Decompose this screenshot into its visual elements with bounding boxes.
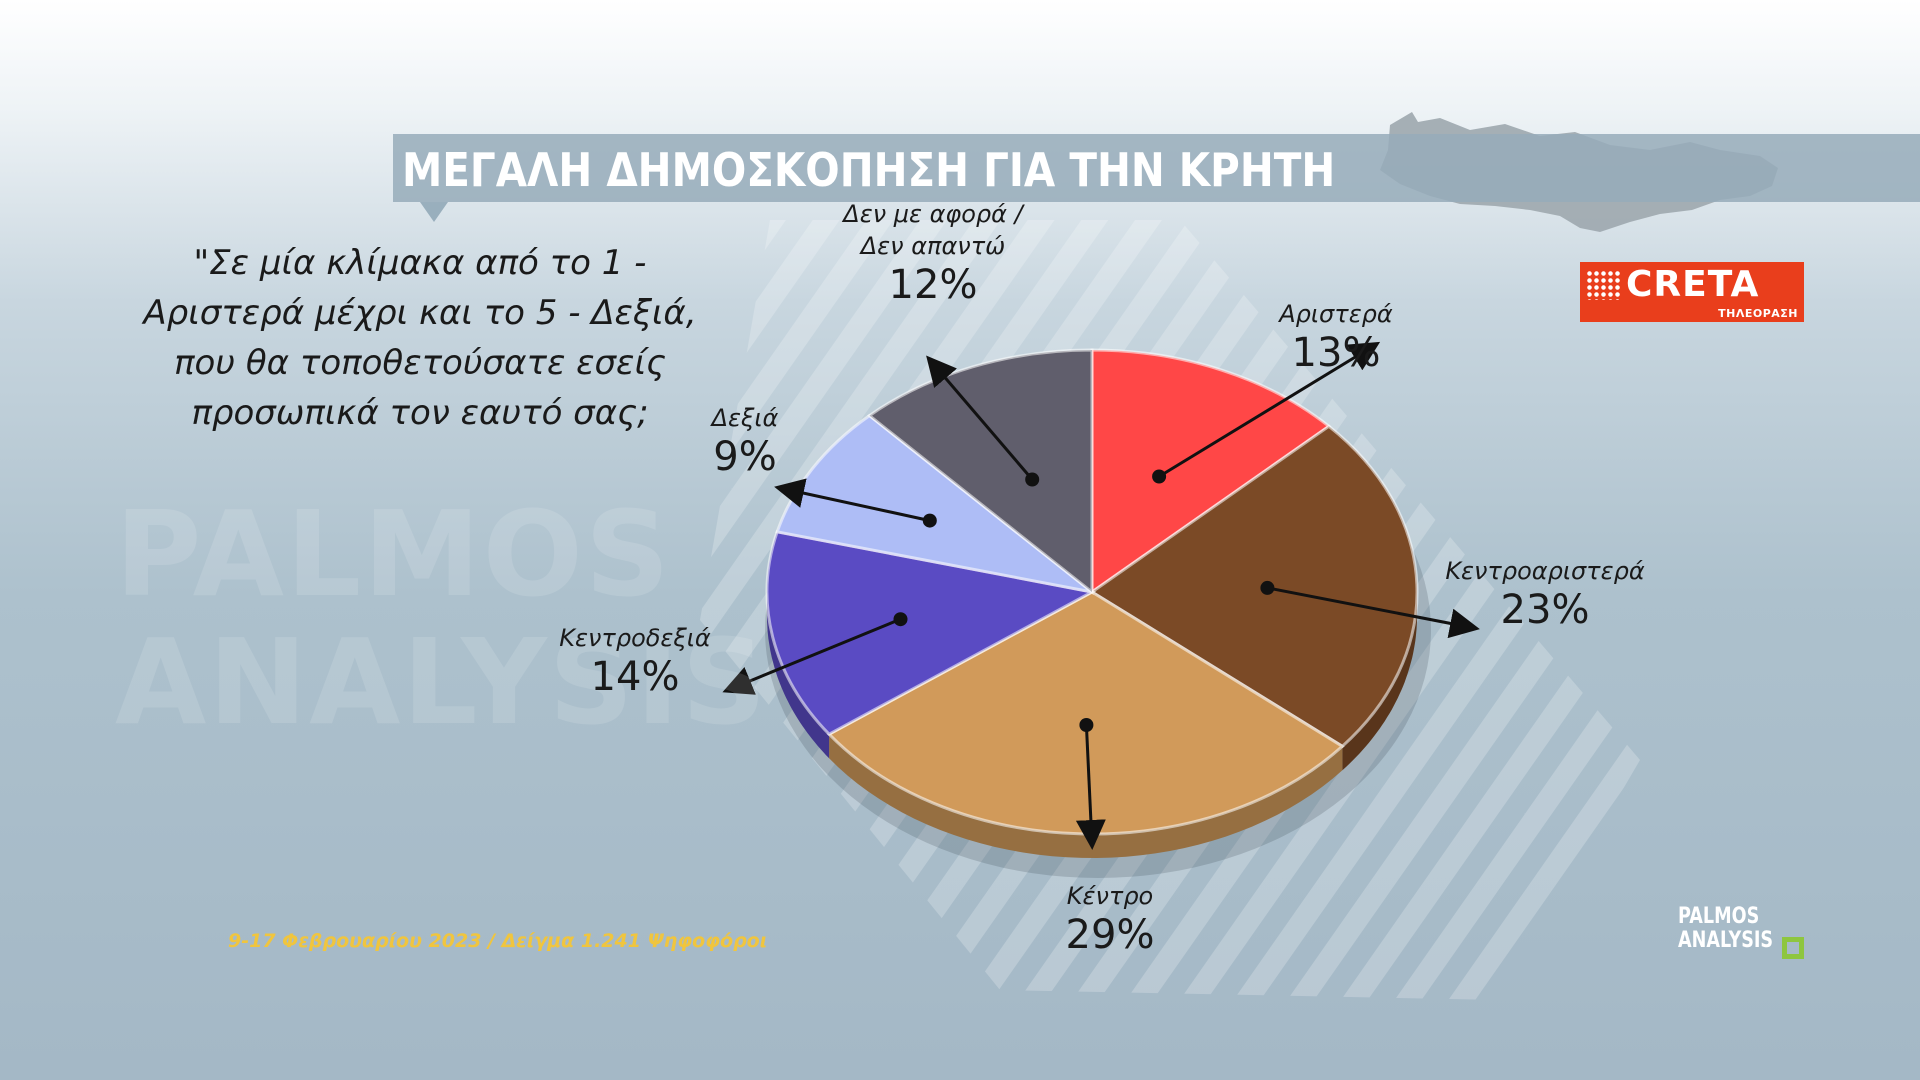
slice-label: Κεντροδεξιά 14% <box>525 622 745 700</box>
slice-label-value: 9% <box>713 434 777 480</box>
creta-logo-word: CRETA <box>1626 264 1760 305</box>
pie-slice <box>1089 424 1419 749</box>
slice-label-value: 23% <box>1500 587 1590 633</box>
slice-label: Κέντρο 29% <box>1000 880 1220 958</box>
watermark-line1: PALMOS <box>115 485 672 623</box>
creta-logo-subtitle: ΤΗΛΕΟΡΑΣΗ <box>1718 307 1798 320</box>
slice-label: Δεξιά 9% <box>685 402 805 480</box>
palmos-logo-line2: ANALYSIS <box>1678 928 1774 953</box>
pie-chart <box>722 341 1480 878</box>
slice-leader-dot <box>893 612 908 627</box>
palmos-square-icon <box>1782 937 1804 959</box>
slice-leader-arrow <box>1267 586 1480 639</box>
pie-slice <box>775 413 1093 594</box>
slice-label: Δεν με αφορά / Δεν απαντώ 12% <box>803 198 1063 308</box>
slice-leader-dot <box>1152 469 1167 484</box>
slice-label: Κεντροαριστερά 23% <box>1425 555 1665 633</box>
palmos-logo-line1: PALMOS <box>1678 904 1760 929</box>
pie-slice <box>866 348 1094 596</box>
slice-label-value: 29% <box>1065 912 1155 958</box>
slice-leader-dot <box>922 513 937 528</box>
slice-label-name: Κεντροαριστερά <box>1445 557 1645 585</box>
slice-label-value: 12% <box>888 262 978 308</box>
page-title: ΜΕΓΑΛΗ ΔΗΜΟΣΚΟΠΗΣΗ ΓΙΑ ΤΗΝ ΚΡΗΤΗ <box>402 143 1336 197</box>
slice-leader-dot <box>1025 472 1040 487</box>
survey-date-sample: 9-17 Φεβρουαρίου 2023 / Δείγμα 1.241 Ψηφ… <box>228 930 768 952</box>
pie-slice <box>765 530 1097 737</box>
pie-slice-side <box>829 734 1343 858</box>
slice-leader-dot <box>1079 718 1094 732</box>
slice-leader-dot <box>1260 580 1275 595</box>
slice-label-name: Αριστερά <box>1279 300 1393 328</box>
slice-label-name: Δεξιά <box>711 404 779 432</box>
pie-slice-side <box>1342 592 1417 771</box>
creta-tv-logo: CRETA ΤΗΛΕΟΡΑΣΗ <box>1580 262 1804 322</box>
watermark-palmos-analysis: PALMOS ANALYSIS <box>115 490 769 746</box>
slice-label-value: 13% <box>1291 330 1381 376</box>
slice-label-name: Δεν με αφορά / Δεν απαντώ <box>843 200 1023 260</box>
slice-label: Αριστερά 13% <box>1236 298 1436 376</box>
palmos-analysis-logo: PALMOS ANALYSIS <box>1678 905 1818 975</box>
watermark-line2: ANALYSIS <box>115 613 769 751</box>
slice-leader-arrow <box>1075 724 1106 850</box>
slice-label-name: Κέντρο <box>1066 882 1154 910</box>
slice-label-value: 14% <box>590 654 680 700</box>
slice-leader-arrow <box>774 478 931 523</box>
creta-dots-icon <box>1586 270 1620 300</box>
slice-leader-arrow <box>722 617 902 695</box>
survey-question: "Σε μία κλίμακα από το 1 - Αριστερά μέχρ… <box>143 243 697 433</box>
slice-leader-arrow <box>1158 341 1381 478</box>
title-pointer-icon <box>420 202 448 222</box>
slice-leader-arrow <box>926 355 1034 481</box>
title-band <box>393 134 1920 202</box>
slice-label-name: Κεντροδεξιά <box>559 624 711 652</box>
pie-slice-side <box>767 592 830 759</box>
